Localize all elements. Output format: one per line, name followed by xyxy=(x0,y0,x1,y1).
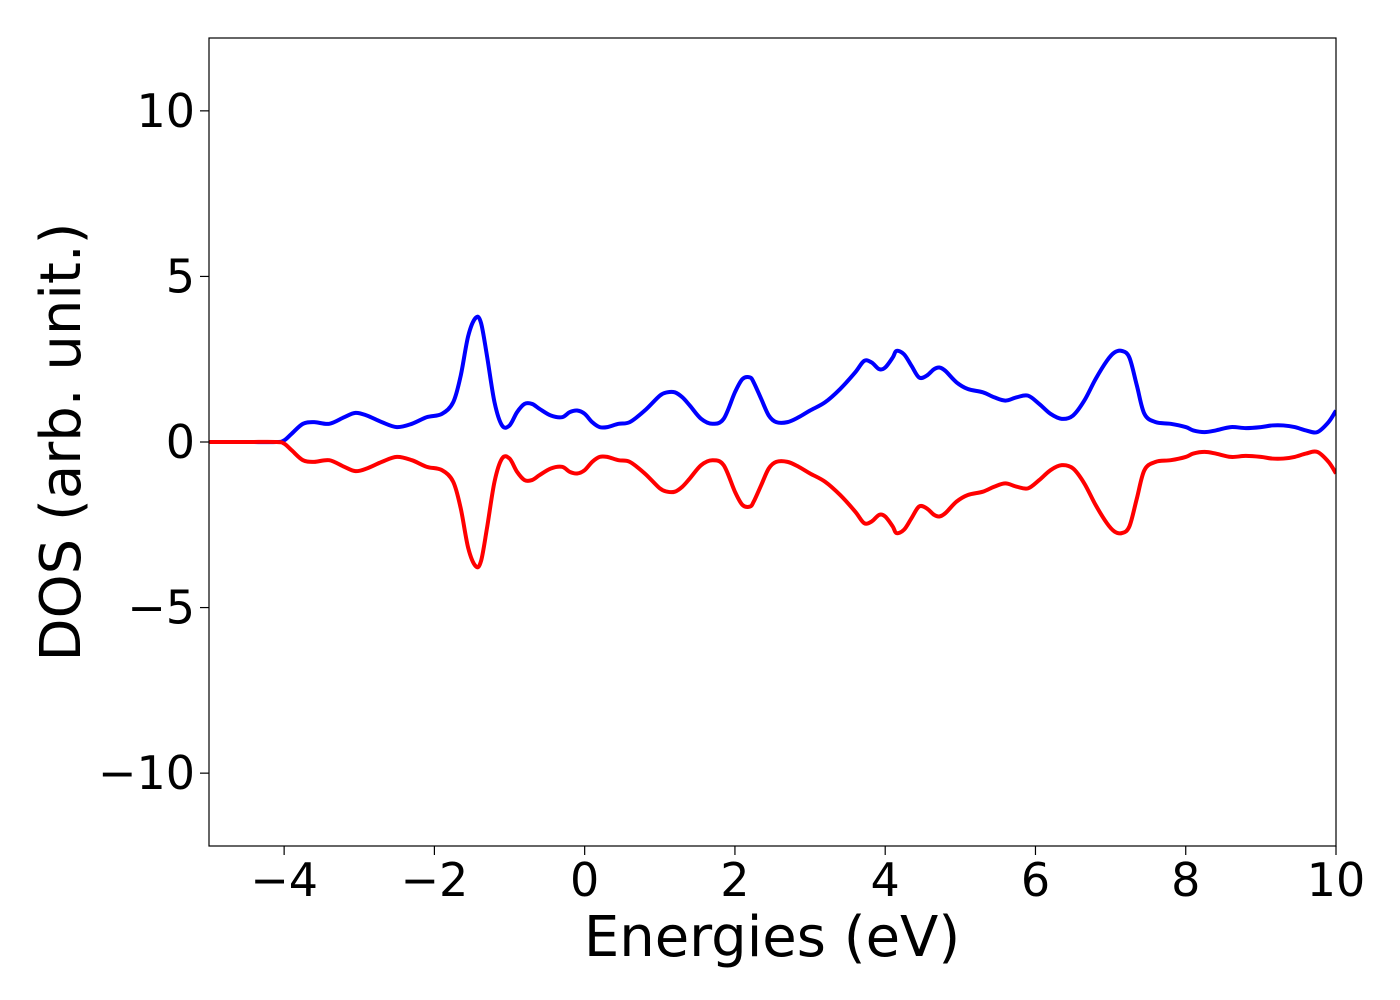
y-tick-label: 0 xyxy=(166,415,195,469)
y-tick-label: −10 xyxy=(98,746,195,800)
y-tick-label: 10 xyxy=(136,84,195,138)
x-tick-label: −4 xyxy=(250,853,318,907)
y-axis: −10 −5 0 5 10 xyxy=(98,84,209,800)
series-line-0 xyxy=(209,314,1336,445)
x-tick-label: −2 xyxy=(400,853,468,907)
x-tick-label: 6 xyxy=(1021,853,1050,907)
series-layer xyxy=(209,314,1336,570)
x-tick-label: 2 xyxy=(720,853,749,907)
x-tick-label: 0 xyxy=(570,853,599,907)
y-tick-label: 5 xyxy=(166,249,195,303)
x-tick-label: 4 xyxy=(871,853,900,907)
x-axis-label: Energies (eV) xyxy=(584,905,960,970)
series-line-1 xyxy=(209,439,1336,570)
x-tick-label: 10 xyxy=(1307,853,1366,907)
x-tick-label: 8 xyxy=(1171,853,1200,907)
x-axis: −4 −2 0 2 4 6 8 10 xyxy=(250,846,1365,907)
y-tick-label: −5 xyxy=(127,581,195,635)
y-axis-label: DOS (arb. unit.) xyxy=(29,222,94,661)
